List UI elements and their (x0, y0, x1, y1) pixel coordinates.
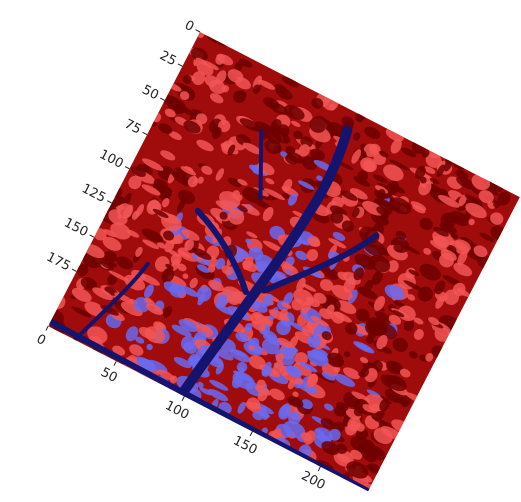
y-tick-label: 75 (122, 117, 144, 138)
y-tick-label: 125 (79, 181, 108, 206)
y-tick (90, 235, 94, 237)
x-tick-label: 100 (163, 398, 192, 423)
y-tick (107, 201, 111, 203)
x-tick-label: 200 (299, 469, 328, 494)
y-tick-label: 150 (61, 215, 90, 240)
y-tick-label: 175 (44, 250, 73, 275)
y-tick (125, 167, 129, 169)
y-tick (160, 98, 164, 100)
x-tick-label: 0 (34, 332, 48, 349)
y-tick-label: 100 (97, 147, 126, 172)
y-tick (178, 64, 182, 66)
x-tick (46, 326, 48, 330)
image (35, 20, 521, 502)
x-tick (250, 432, 252, 436)
x-tick (318, 467, 320, 471)
y-tick-label: 0 (182, 18, 196, 35)
x-tick (114, 361, 116, 365)
chart: 0255075100125150175050100150200 (0, 0, 521, 502)
plot: 0255075100125150175050100150200 (8, 10, 521, 502)
x-tick-label: 150 (231, 433, 260, 458)
x-tick-label: 50 (98, 365, 120, 386)
x-tick (182, 396, 184, 400)
y-tick-label: 25 (157, 48, 179, 69)
y-tick (143, 132, 147, 134)
y-tick-label: 50 (139, 82, 161, 103)
y-tick (196, 30, 200, 32)
y-tick (72, 269, 76, 271)
